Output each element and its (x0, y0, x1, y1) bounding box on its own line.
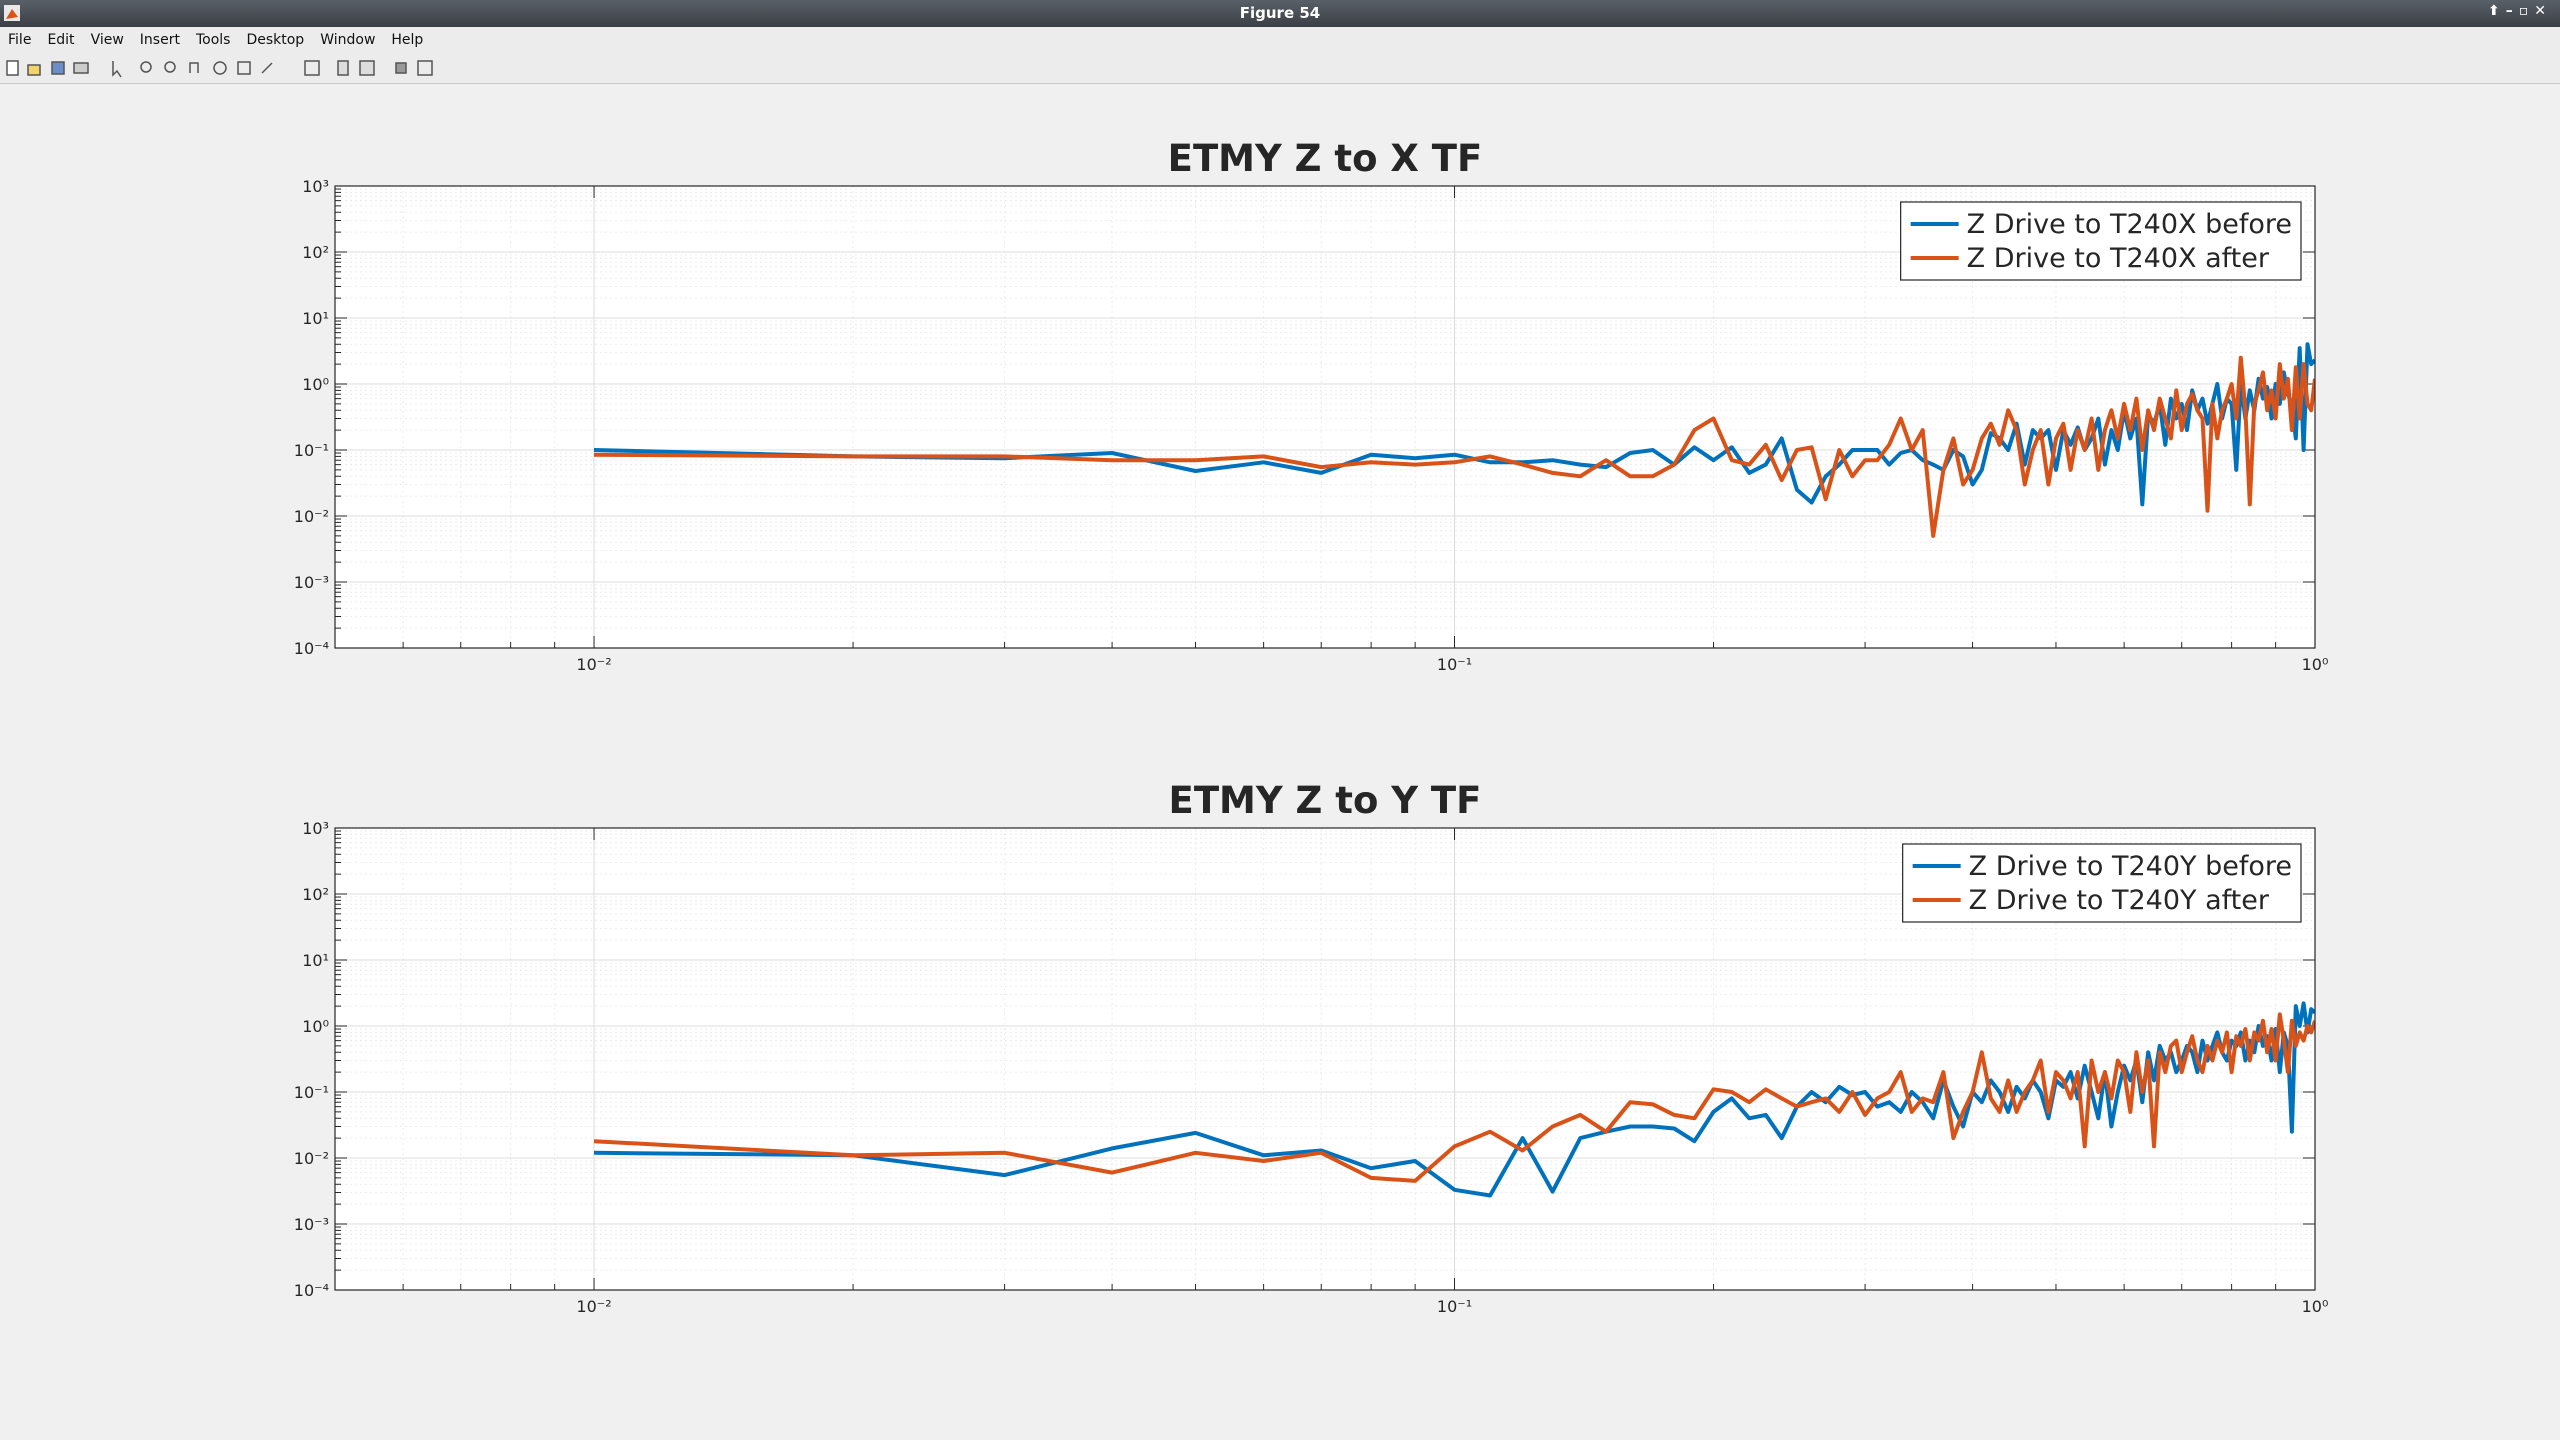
data-line (593, 342, 2315, 507)
menu-item[interactable]: File (8, 32, 32, 48)
y-tick-label: 10³ (302, 177, 329, 196)
chart-title: ETMY Z to X TF (1168, 137, 1483, 180)
menu-bar: File Edit View Insert Tools Desktop Window Help (0, 27, 2560, 53)
axes-frame (334, 185, 2316, 649)
menu-item[interactable]: Edit (47, 32, 75, 48)
x-tick-label: 10⁻² (576, 1297, 611, 1316)
toolbar-icons[interactable] (0, 53, 460, 83)
menu-item[interactable]: Insert (139, 32, 180, 48)
app-icon (4, 5, 20, 21)
toolbar (0, 53, 2560, 84)
y-tick-label: 10¹ (302, 309, 329, 328)
data-line (593, 355, 2315, 538)
y-tick-label: 10⁻¹ (294, 1083, 329, 1102)
legend-label: Z Drive to T240X after (1967, 243, 2270, 274)
y-tick-label: 10² (302, 885, 329, 904)
legend-box (1902, 843, 2302, 923)
y-tick-label: 10⁰ (302, 1017, 329, 1036)
y-tick-label: 10⁻³ (294, 573, 329, 592)
data-line (593, 1012, 2315, 1183)
x-tick-label: 10⁻² (576, 655, 611, 674)
y-tick-label: 10⁰ (302, 375, 329, 394)
legend-box (1900, 201, 2302, 281)
y-tick-label: 10⁻⁴ (294, 639, 329, 658)
y-tick-label: 10⁻¹ (294, 441, 329, 460)
window-title: Figure 54 (1239, 4, 1321, 22)
y-tick-label: 10⁻⁴ (294, 1281, 329, 1300)
chart-title: ETMY Z to Y TF (1169, 779, 1482, 822)
y-tick-label: 10⁻³ (294, 1215, 329, 1234)
y-tick-label: 10⁻² (294, 507, 329, 526)
x-tick-label: 10⁻¹ (1437, 655, 1472, 674)
legend-label: Z Drive to T240X before (1967, 209, 2292, 240)
y-tick-label: 10³ (302, 819, 329, 838)
menu-item[interactable]: View (90, 32, 124, 48)
figure: 10⁻² 10⁻¹ 10⁰ 10⁻⁴ 10⁻³ 10⁻² 10⁻¹ 10⁰ 10¹ 10² 10³ E… (0, 84, 2560, 1440)
y-tick-label: 10¹ (302, 951, 329, 970)
menu-item[interactable]: Help (391, 32, 424, 48)
x-tick-label: 10⁻¹ (1437, 1297, 1472, 1316)
x-tick-label: 10⁰ (2302, 655, 2329, 674)
window-controls[interactable]: ⬆–▫✕ (2488, 3, 2552, 19)
menu-item[interactable]: Window (320, 32, 376, 48)
menu-item[interactable]: Tools (195, 32, 231, 48)
title-bar: Figure 54 ⬆–▫✕ (0, 0, 2560, 27)
menu-item[interactable]: Desktop (246, 32, 305, 48)
x-tick-label: 10⁰ (2302, 1297, 2329, 1316)
y-tick-label: 10⁻² (294, 1149, 329, 1168)
legend-label: Z Drive to T240Y before (1969, 851, 2292, 882)
y-tick-label: 10² (302, 243, 329, 262)
legend-label: Z Drive to T240Y after (1969, 885, 2270, 916)
axes-frame (334, 827, 2316, 1291)
